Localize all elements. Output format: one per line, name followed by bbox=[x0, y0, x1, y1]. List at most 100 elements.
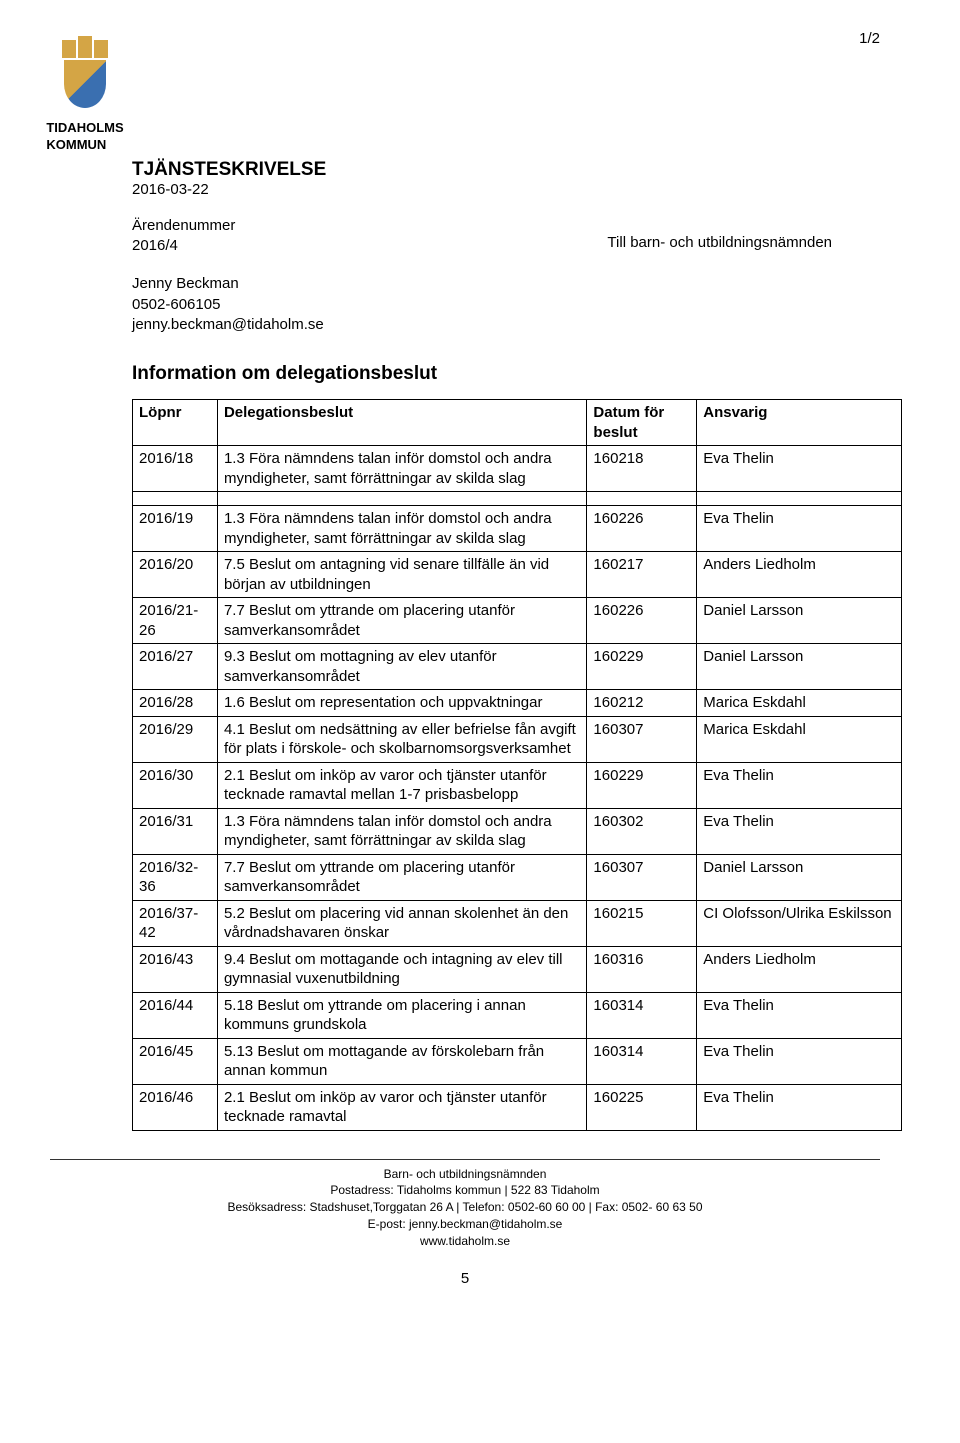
cell-datum: 160218 bbox=[587, 446, 697, 492]
footer-line5: www.tidaholm.se bbox=[50, 1233, 880, 1250]
cell-ansvarig: Daniel Larsson bbox=[697, 644, 902, 690]
cell-deleg: 2.1 Beslut om inköp av varor och tjänste… bbox=[217, 762, 586, 808]
delegation-table: Löpnr Delegationsbeslut Datum för beslut… bbox=[132, 399, 902, 1131]
main-heading: Information om delegationsbeslut bbox=[132, 363, 880, 385]
cell-ansvarig: Daniel Larsson bbox=[697, 598, 902, 644]
cell-lopnr: 2016/45 bbox=[133, 1038, 218, 1084]
footer-line4: E-post: jenny.beckman@tidaholm.se bbox=[50, 1216, 880, 1233]
cell-ansvarig: Eva Thelin bbox=[697, 1038, 902, 1084]
table-row: 2016/302.1 Beslut om inköp av varor och … bbox=[133, 762, 902, 808]
cell-datum: 160314 bbox=[587, 992, 697, 1038]
cell-datum: 160226 bbox=[587, 598, 697, 644]
cell-ansvarig: Marica Eskdahl bbox=[697, 690, 902, 717]
cell-lopnr: 2016/32-36 bbox=[133, 854, 218, 900]
col-lopnr: Löpnr bbox=[133, 400, 218, 446]
cell-datum: 160229 bbox=[587, 644, 697, 690]
org-crest-icon bbox=[58, 40, 113, 115]
cell-deleg: 1.3 Föra nämndens talan inför domstol oc… bbox=[217, 808, 586, 854]
cell-datum: 160316 bbox=[587, 946, 697, 992]
cell-deleg: 5.18 Beslut om yttrande om placering i a… bbox=[217, 992, 586, 1038]
cell-lopnr: 2016/18 bbox=[133, 446, 218, 492]
col-datum: Datum för beslut bbox=[587, 400, 697, 446]
table-row: 2016/294.1 Beslut om nedsättning av elle… bbox=[133, 716, 902, 762]
table-row: 2016/21-267.7 Beslut om yttrande om plac… bbox=[133, 598, 902, 644]
cell-lopnr: 2016/37-42 bbox=[133, 900, 218, 946]
org-line1: TIDAHOLMS bbox=[46, 120, 123, 135]
arendenummer-label: Ärendenummer bbox=[132, 216, 235, 236]
table-row: 2016/445.18 Beslut om yttrande om placer… bbox=[133, 992, 902, 1038]
cell-lopnr: 2016/29 bbox=[133, 716, 218, 762]
cell-datum: 160215 bbox=[587, 900, 697, 946]
page-marker: 1/2 bbox=[859, 30, 880, 47]
cell-ansvarig: Eva Thelin bbox=[697, 1084, 902, 1130]
table-row: 2016/207.5 Beslut om antagning vid senar… bbox=[133, 552, 902, 598]
contact-name: Jenny Beckman bbox=[132, 274, 880, 294]
arendenummer-value: 2016/4 bbox=[132, 236, 235, 256]
cell-deleg: 1.6 Beslut om representation och uppvakt… bbox=[217, 690, 586, 717]
doc-date: 2016-03-22 bbox=[132, 181, 880, 198]
cell-lopnr: 2016/44 bbox=[133, 992, 218, 1038]
footer-page-number: 5 bbox=[50, 1270, 880, 1287]
col-ansvarig: Ansvarig bbox=[697, 400, 902, 446]
table-row: 2016/439.4 Beslut om mottagande och inta… bbox=[133, 946, 902, 992]
cell-deleg: 7.7 Beslut om yttrande om placering utan… bbox=[217, 854, 586, 900]
cell-lopnr: 2016/19 bbox=[133, 506, 218, 552]
table-row: 2016/462.1 Beslut om inköp av varor och … bbox=[133, 1084, 902, 1130]
contact-phone: 0502-606105 bbox=[132, 295, 880, 315]
table-header-row: Löpnr Delegationsbeslut Datum för beslut… bbox=[133, 400, 902, 446]
cell-ansvarig: Marica Eskdahl bbox=[697, 716, 902, 762]
cell-deleg: 7.7 Beslut om yttrande om placering utan… bbox=[217, 598, 586, 644]
table-row: 2016/311.3 Föra nämndens talan inför dom… bbox=[133, 808, 902, 854]
table-spacer-row bbox=[133, 492, 902, 506]
cell-deleg: 4.1 Beslut om nedsättning av eller befri… bbox=[217, 716, 586, 762]
cell-ansvarig: Eva Thelin bbox=[697, 506, 902, 552]
cell-datum: 160302 bbox=[587, 808, 697, 854]
cell-datum: 160226 bbox=[587, 506, 697, 552]
cell-lopnr: 2016/20 bbox=[133, 552, 218, 598]
cell-deleg: 9.3 Beslut om mottagning av elev utanför… bbox=[217, 644, 586, 690]
contact-email: jenny.beckman@tidaholm.se bbox=[132, 315, 880, 335]
cell-lopnr: 2016/30 bbox=[133, 762, 218, 808]
org-line2: KOMMUN bbox=[46, 137, 106, 152]
cell-ansvarig: Anders Liedholm bbox=[697, 552, 902, 598]
cell-ansvarig: Eva Thelin bbox=[697, 446, 902, 492]
footer-line1: Barn- och utbildningsnämnden bbox=[50, 1166, 880, 1183]
footer-line3: Besöksadress: Stadshuset,Torggatan 26 A … bbox=[50, 1199, 880, 1216]
cell-deleg: 1.3 Föra nämndens talan inför domstol oc… bbox=[217, 446, 586, 492]
cell-deleg: 5.13 Beslut om mottagande av förskolebar… bbox=[217, 1038, 586, 1084]
cell-ansvarig: CI Olofsson/Ulrika Eskilsson bbox=[697, 900, 902, 946]
cell-deleg: 1.3 Föra nämndens talan inför domstol oc… bbox=[217, 506, 586, 552]
cell-lopnr: 2016/31 bbox=[133, 808, 218, 854]
cell-datum: 160307 bbox=[587, 716, 697, 762]
doc-title: TJÄNSTESKRIVELSE bbox=[132, 159, 880, 181]
cell-deleg: 2.1 Beslut om inköp av varor och tjänste… bbox=[217, 1084, 586, 1130]
cell-ansvarig: Anders Liedholm bbox=[697, 946, 902, 992]
cell-lopnr: 2016/27 bbox=[133, 644, 218, 690]
cell-datum: 160307 bbox=[587, 854, 697, 900]
cell-lopnr: 2016/46 bbox=[133, 1084, 218, 1130]
cell-ansvarig: Daniel Larsson bbox=[697, 854, 902, 900]
table-row: 2016/281.6 Beslut om representation och … bbox=[133, 690, 902, 717]
cell-deleg: 5.2 Beslut om placering vid annan skolen… bbox=[217, 900, 586, 946]
cell-deleg: 9.4 Beslut om mottagande och intagning a… bbox=[217, 946, 586, 992]
table-row: 2016/279.3 Beslut om mottagning av elev … bbox=[133, 644, 902, 690]
cell-lopnr: 2016/43 bbox=[133, 946, 218, 992]
cell-lopnr: 2016/28 bbox=[133, 690, 218, 717]
cell-deleg: 7.5 Beslut om antagning vid senare tillf… bbox=[217, 552, 586, 598]
cell-ansvarig: Eva Thelin bbox=[697, 762, 902, 808]
table-row: 2016/37-425.2 Beslut om placering vid an… bbox=[133, 900, 902, 946]
footer-line2: Postadress: Tidaholms kommun | 522 83 Ti… bbox=[50, 1182, 880, 1199]
table-row: 2016/191.3 Föra nämndens talan inför dom… bbox=[133, 506, 902, 552]
cell-datum: 160217 bbox=[587, 552, 697, 598]
cell-ansvarig: Eva Thelin bbox=[697, 808, 902, 854]
cell-datum: 160229 bbox=[587, 762, 697, 808]
cell-ansvarig: Eva Thelin bbox=[697, 992, 902, 1038]
table-row: 2016/181.3 Föra nämndens talan inför dom… bbox=[133, 446, 902, 492]
org-name: TIDAHOLMS KOMMUN bbox=[46, 120, 123, 154]
cell-datum: 160212 bbox=[587, 690, 697, 717]
cell-datum: 160225 bbox=[587, 1084, 697, 1130]
cell-lopnr: 2016/21-26 bbox=[133, 598, 218, 644]
col-deleg: Delegationsbeslut bbox=[217, 400, 586, 446]
table-row: 2016/455.13 Beslut om mottagande av förs… bbox=[133, 1038, 902, 1084]
table-row: 2016/32-367.7 Beslut om yttrande om plac… bbox=[133, 854, 902, 900]
